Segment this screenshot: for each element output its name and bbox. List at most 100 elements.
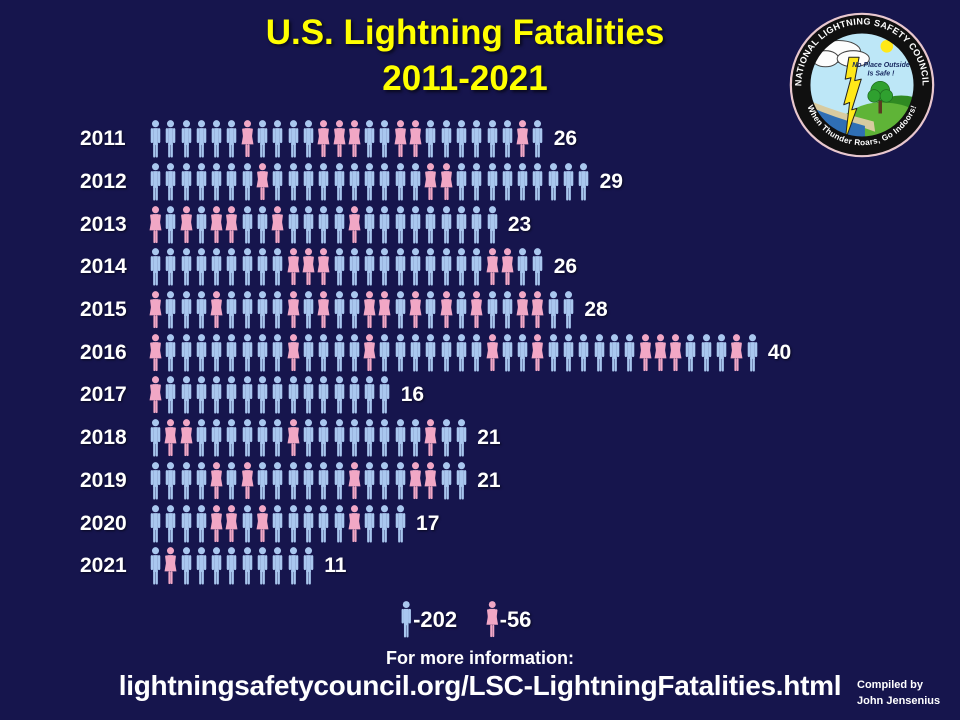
male-person-icon xyxy=(563,291,574,329)
male-person-icon xyxy=(150,462,161,500)
male-person-icon xyxy=(609,333,620,372)
male-person-icon xyxy=(303,547,314,585)
male-person-icon xyxy=(227,462,237,500)
male-person-icon xyxy=(181,163,191,201)
male-person-icon xyxy=(487,205,497,244)
female-person-icon xyxy=(424,462,437,499)
female-person-icon xyxy=(348,462,361,499)
male-person-icon xyxy=(334,462,344,500)
female-person-icon xyxy=(317,120,330,158)
male-person-icon xyxy=(334,163,344,201)
female-person-icon xyxy=(256,163,269,201)
female-person-icon xyxy=(669,333,682,371)
male-person-icon xyxy=(150,419,161,457)
legend-female-label: -56 xyxy=(499,606,532,632)
male-person-icon xyxy=(196,120,207,158)
male-person-icon xyxy=(273,504,283,543)
male-person-icon xyxy=(364,120,375,158)
female-person-icon xyxy=(486,333,499,371)
compiled-by-line2: John Jensenius xyxy=(857,695,941,707)
male-person-icon xyxy=(196,248,207,286)
nlsc-logo: NATIONAL LIGHTNING SAFETY COUNCIL When T… xyxy=(789,12,935,158)
female-person-icon xyxy=(210,205,223,243)
male-person-icon xyxy=(318,333,329,372)
male-person-icon xyxy=(273,291,283,329)
male-person-icon xyxy=(401,601,411,638)
legend-male-label: -202 xyxy=(413,606,458,632)
male-person-icon xyxy=(273,163,283,201)
male-person-icon xyxy=(303,333,314,372)
year-label: 2019 xyxy=(80,468,127,492)
logo-slogan-line1: No Place Outside xyxy=(852,62,910,69)
male-person-icon xyxy=(196,333,207,372)
female-person-icon xyxy=(516,120,529,158)
icon-strip xyxy=(148,547,316,585)
male-person-icon xyxy=(288,205,298,244)
male-person-icon xyxy=(502,163,513,201)
male-person-icon xyxy=(426,248,436,286)
year-row-2020: 2020 17 xyxy=(80,502,791,545)
female-person-icon xyxy=(424,419,437,457)
male-person-icon xyxy=(579,333,589,372)
male-person-icon xyxy=(196,163,207,201)
male-person-icon xyxy=(364,163,375,201)
male-person-icon xyxy=(471,120,482,158)
female-person-icon xyxy=(256,504,269,542)
icon-strip xyxy=(148,376,393,415)
female-person-icon xyxy=(241,462,254,499)
female-person-icon xyxy=(654,333,667,371)
year-row-2011: 2011 26 xyxy=(80,118,791,161)
male-person-icon xyxy=(288,120,298,158)
male-person-icon xyxy=(227,120,237,158)
male-person-icon xyxy=(380,504,390,543)
male-person-icon xyxy=(288,504,298,543)
year-label: 2012 xyxy=(80,170,127,194)
male-person-icon xyxy=(334,419,344,457)
female-person-icon xyxy=(210,504,223,542)
male-person-icon xyxy=(349,333,360,372)
male-person-icon xyxy=(364,419,375,457)
male-person-icon xyxy=(426,120,436,158)
male-person-icon xyxy=(288,163,298,201)
male-person-icon xyxy=(181,248,191,286)
male-person-icon xyxy=(624,333,635,372)
year-row-2018: 2018 21 xyxy=(80,417,791,460)
page-title: U.S. Lightning Fatalities 2011-2021 xyxy=(0,10,930,102)
female-person-icon xyxy=(486,248,499,286)
female-person-icon xyxy=(409,120,422,158)
legend-female-icon-holder xyxy=(485,601,500,638)
year-row-2016: 2016 40 xyxy=(80,331,791,374)
female-person-icon xyxy=(348,205,361,243)
icon-strip xyxy=(148,205,500,244)
male-person-icon xyxy=(242,205,253,244)
male-person-icon xyxy=(196,504,207,543)
female-person-icon xyxy=(287,248,300,286)
female-person-icon xyxy=(210,291,223,329)
male-person-icon xyxy=(594,333,604,372)
male-person-icon xyxy=(716,333,727,372)
year-label: 2020 xyxy=(80,511,127,535)
male-person-icon xyxy=(181,376,191,415)
male-person-icon xyxy=(273,333,283,372)
male-person-icon xyxy=(242,163,253,201)
male-person-icon xyxy=(563,163,574,201)
icon-strip xyxy=(148,333,760,372)
male-person-icon xyxy=(471,248,482,286)
pictogram-rows: 2011 26 2012 29 2013 23 2014 26 2015 28 2016 40 2017… xyxy=(80,118,791,588)
male-person-icon xyxy=(166,376,176,415)
male-person-icon xyxy=(410,205,421,244)
female-person-icon xyxy=(271,205,284,243)
male-person-icon xyxy=(380,163,390,201)
male-person-icon xyxy=(380,120,390,158)
male-person-icon xyxy=(487,291,497,329)
male-person-icon xyxy=(441,419,451,457)
year-label: 2021 xyxy=(80,554,127,578)
lightning-bolt-icon xyxy=(843,56,862,137)
male-person-icon xyxy=(166,504,176,543)
icon-strip xyxy=(148,291,576,329)
male-person-icon xyxy=(303,163,314,201)
male-person-icon xyxy=(303,291,314,329)
female-person-icon xyxy=(180,205,193,243)
female-person-icon xyxy=(180,419,193,457)
male-person-icon xyxy=(166,163,176,201)
